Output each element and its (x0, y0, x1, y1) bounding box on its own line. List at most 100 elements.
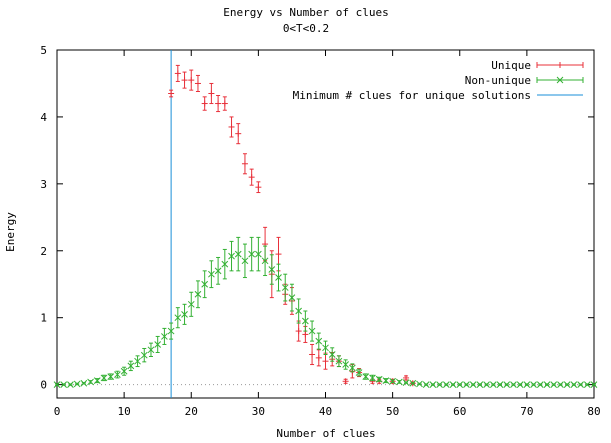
data-point (194, 280, 202, 309)
data-point (221, 96, 228, 111)
data-point (93, 377, 101, 384)
data-point (255, 181, 262, 194)
data-point (308, 320, 316, 342)
data-point (503, 381, 511, 388)
data-point (510, 381, 517, 388)
x-tick-label: 70 (520, 405, 533, 418)
data-point (67, 381, 74, 388)
data-point (563, 381, 571, 388)
data-point (234, 236, 242, 272)
data-point (201, 96, 208, 111)
data-point (536, 381, 544, 388)
y-tick-label: 4 (40, 111, 47, 124)
data-point (241, 243, 249, 279)
data-point (348, 363, 356, 373)
data-point (174, 64, 181, 82)
data-point (369, 374, 376, 382)
data-point (228, 116, 235, 138)
data-point (322, 340, 329, 355)
data-point (382, 377, 390, 384)
data-point (288, 283, 296, 312)
data-point (228, 240, 235, 272)
legend-label: Non-unique (465, 74, 531, 87)
data-point (248, 168, 255, 186)
y-axis-label: Energy (4, 212, 17, 252)
data-point (107, 373, 115, 380)
series-unique (168, 64, 416, 387)
data-point (557, 381, 564, 388)
data-point (181, 303, 188, 325)
legend-entry: Non-unique (465, 74, 584, 87)
data-point (100, 374, 108, 382)
data-point (322, 352, 329, 370)
y-tick-label: 0 (40, 379, 47, 392)
x-tick-label: 20 (185, 405, 198, 418)
data-point (187, 291, 195, 317)
data-point (375, 375, 383, 383)
data-point (261, 245, 269, 277)
data-point (456, 381, 464, 388)
data-point (403, 374, 410, 381)
series-non-unique (53, 236, 598, 388)
y-tick-label: 2 (40, 245, 47, 258)
data-point (167, 322, 175, 340)
data-point (154, 335, 162, 353)
legend-label: Unique (491, 59, 531, 72)
data-point (248, 236, 256, 272)
data-point (114, 370, 121, 379)
data-point (422, 381, 430, 388)
series-layer (53, 64, 598, 388)
data-point (416, 380, 423, 388)
legend-entry: Unique (491, 59, 584, 72)
data-point (221, 248, 229, 280)
y-tick-label: 5 (40, 44, 47, 57)
x-axis-ticks: 0 10 20 30 40 50 60 70 80 (54, 50, 601, 418)
data-point (188, 69, 195, 91)
data-point (395, 378, 403, 386)
data-point (208, 260, 215, 289)
chart-title: Energy vs Number of clues (223, 6, 389, 19)
x-tick-label: 30 (252, 405, 265, 418)
data-point (60, 381, 68, 388)
data-point (181, 71, 188, 89)
data-point (389, 377, 396, 385)
data-point (335, 355, 343, 368)
data-point (53, 381, 61, 388)
data-point (214, 256, 222, 285)
data-point (476, 381, 484, 388)
data-point (309, 343, 316, 366)
data-point (530, 381, 537, 388)
data-point (194, 74, 201, 92)
data-point (295, 320, 302, 342)
data-point (442, 381, 450, 388)
data-point (235, 123, 242, 145)
data-point (523, 381, 531, 388)
x-axis-label: Number of clues (276, 427, 375, 440)
data-point (80, 379, 88, 387)
data-point (436, 381, 443, 388)
data-point (583, 381, 591, 388)
data-point (168, 89, 175, 98)
y-tick-label: 3 (40, 178, 47, 191)
data-point (73, 380, 81, 388)
data-point (302, 310, 309, 332)
data-point (147, 342, 155, 358)
data-point (140, 347, 148, 363)
data-point (489, 381, 497, 388)
data-point (463, 381, 470, 388)
data-point (161, 327, 168, 345)
legend-entry: Minimum # clues for unique solutions (293, 89, 583, 102)
x-tick-label: 0 (54, 405, 61, 418)
x-tick-label: 60 (453, 405, 466, 418)
data-point (134, 355, 141, 368)
data-point (315, 332, 323, 350)
data-point (483, 381, 490, 388)
data-point (328, 347, 336, 362)
data-point (402, 379, 410, 386)
data-point (201, 270, 209, 299)
data-point (174, 307, 182, 329)
data-point (570, 381, 578, 388)
x-tick-label: 40 (319, 405, 332, 418)
data-point (449, 381, 457, 388)
